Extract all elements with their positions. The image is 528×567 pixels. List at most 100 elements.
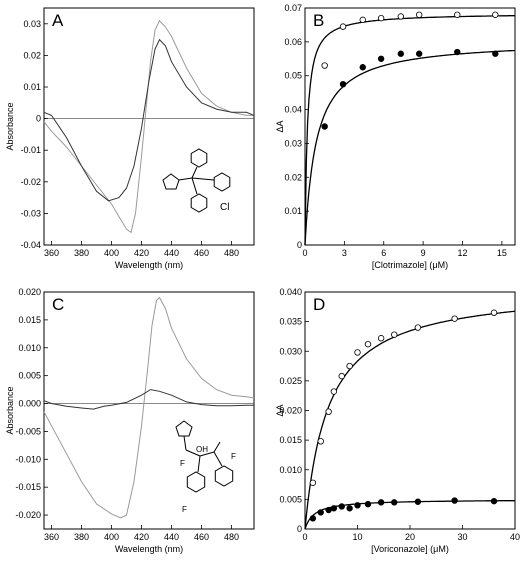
x-tick-label: 10: [352, 532, 362, 542]
x-tick-label: 420: [134, 532, 149, 542]
x-tick-label: 400: [104, 532, 119, 542]
spectrum-line-2: [43, 38, 255, 202]
data-point: [338, 503, 345, 510]
x-tick-label: 40: [510, 532, 520, 542]
data-point: [330, 505, 338, 512]
x-tick-label: 360: [44, 532, 59, 542]
x-tick-label: 480: [224, 248, 239, 258]
data-point: [377, 499, 385, 506]
bond: [191, 177, 198, 195]
y-tick-label: 0.06: [284, 37, 302, 47]
y-tick-label: 0.07: [284, 3, 302, 13]
x-tick-label: 460: [194, 248, 209, 258]
phenyl-ring: [190, 148, 208, 168]
fit-curve-2: [304, 500, 515, 530]
x-tick-label: 15: [497, 248, 507, 258]
y-tick-label: 0.015: [279, 435, 302, 445]
y-tick-label: -0.03: [20, 208, 41, 218]
clotrimazole-structure: [162, 148, 231, 213]
voriconazole-structure: [175, 420, 234, 493]
data-point: [451, 497, 458, 504]
x-tick-label: 380: [74, 248, 89, 258]
x-tick-label: 440: [164, 532, 179, 542]
y-tick-label: 0.03: [284, 138, 302, 148]
data-point: [377, 14, 385, 22]
bond: [213, 441, 221, 453]
data-point: [397, 50, 405, 57]
y-tick-label: 0.010: [18, 343, 41, 353]
y-tick-label: 0.015: [18, 315, 41, 325]
y-tick-label: 0: [297, 240, 302, 250]
y-axis-label: Absorbance: [5, 102, 15, 150]
data-point: [325, 506, 332, 514]
spectrum-line-1: [43, 19, 254, 234]
bond: [183, 435, 187, 451]
data-point: [492, 11, 499, 18]
x-tick-label: 9: [421, 248, 426, 258]
plot-frame: [304, 291, 516, 530]
y-tick-label: 0.035: [279, 317, 302, 327]
y-tick-label: 0.02: [284, 172, 302, 182]
y-tick-label: 0.040: [279, 287, 302, 297]
data-point: [414, 324, 422, 331]
data-point: [338, 372, 345, 380]
panel-label: C: [52, 295, 64, 314]
x-axis-label: [Clotrimazole] (μM): [372, 260, 448, 270]
data-point: [391, 499, 398, 506]
x-tick-label: 6: [381, 248, 386, 258]
phenyl-ring: [190, 193, 208, 213]
panel-b: B 0 3 6 9 12 15 0 0.01 0.02 0.03 0.04 0.05 0.06 0.07 [C…: [275, 3, 516, 270]
chlorophenyl-ring: [213, 172, 231, 192]
data-point: [490, 497, 498, 505]
data-point: [321, 62, 328, 69]
data-point: [414, 498, 422, 505]
data-point: [454, 48, 461, 56]
bond: [213, 451, 223, 467]
y-tick-label: 0.005: [18, 371, 41, 381]
bond: [199, 451, 215, 457]
x-tick-label: 440: [164, 248, 179, 258]
y-tick-label: -0.02: [20, 177, 41, 187]
y-tick-label: 0.05: [284, 71, 302, 81]
data-point: [377, 55, 385, 62]
y-tick-label: 0.04: [284, 105, 302, 115]
x-tick-label: 420: [134, 248, 149, 258]
x-axis-label: Wavelength (nm): [115, 260, 183, 270]
y-tick-label: 0.020: [279, 406, 302, 416]
y-tick-label: -0.015: [15, 482, 41, 492]
data-point: [490, 309, 498, 316]
data-point: [309, 515, 317, 522]
y-axis-label: Absorbance: [5, 386, 15, 434]
data-point: [397, 13, 405, 20]
x-tick-label: 12: [457, 248, 467, 258]
panel-label: B: [313, 11, 324, 30]
bond: [178, 177, 193, 181]
panel-label: A: [52, 11, 64, 30]
y-tick-label: 0.01: [23, 82, 41, 92]
imidazole-ring: [162, 173, 180, 190]
y-tick-label: 0: [297, 524, 302, 534]
x-tick-label: 460: [194, 532, 209, 542]
atom-label: Cl: [220, 202, 229, 213]
data-point: [364, 500, 372, 508]
plot-frame: [304, 7, 516, 246]
spectrum-line-2: [43, 389, 254, 410]
data-point: [317, 438, 324, 445]
x-tick-label: 360: [44, 248, 59, 258]
x-tick-label: 400: [104, 248, 119, 258]
data-point: [321, 123, 328, 130]
y-tick-label: -0.010: [15, 454, 41, 464]
data-point: [330, 388, 338, 395]
data-point: [339, 80, 347, 88]
y-axis-label: ΔA: [275, 120, 285, 132]
data-point: [354, 502, 361, 509]
data-point: [346, 505, 353, 512]
y-tick-label: 0.01: [284, 206, 302, 216]
pyrimidine-ring: [214, 465, 234, 487]
y-tick-label: 0.025: [279, 376, 302, 386]
y-tick-label: 0.030: [279, 346, 302, 356]
x-tick-label: 20: [405, 532, 415, 542]
y-tick-label: 0: [36, 114, 41, 124]
bond: [191, 177, 215, 181]
data-point: [377, 335, 385, 342]
